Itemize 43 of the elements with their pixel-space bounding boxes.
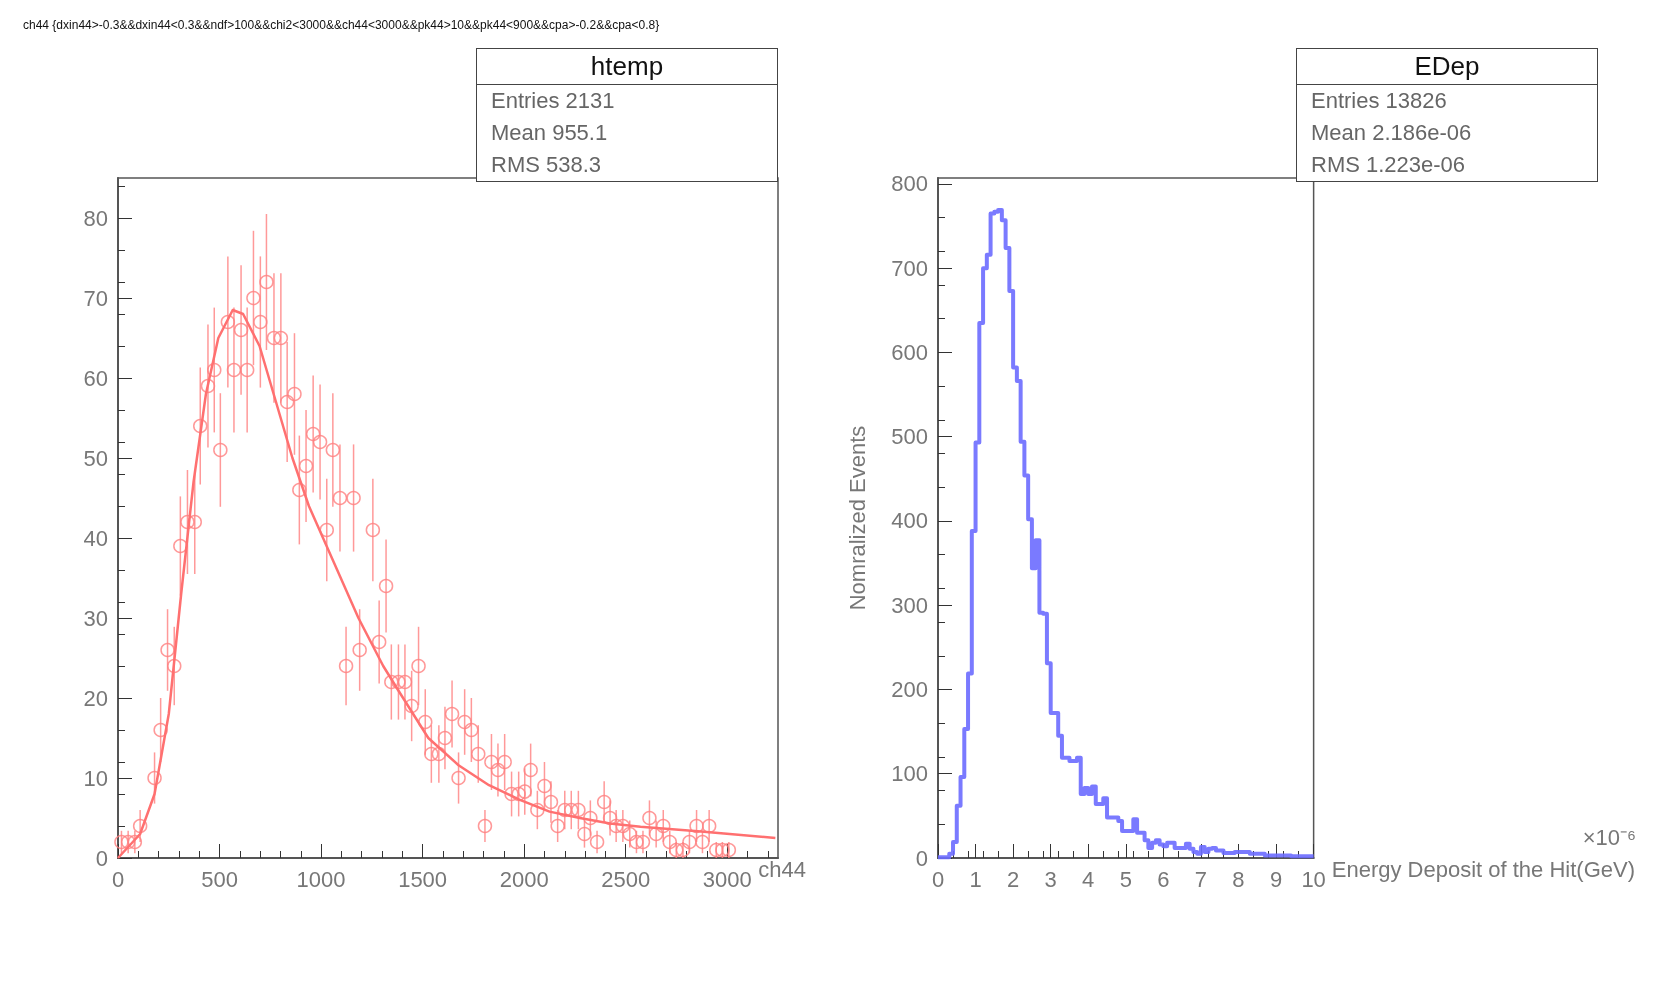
- x-tick-label: 5: [1119, 866, 1132, 892]
- y-tick-label: 0: [915, 845, 928, 871]
- y-tick-label: 600: [891, 339, 928, 365]
- x-tick-label: 6: [1157, 866, 1170, 892]
- y-tick-label: 400: [891, 508, 928, 534]
- y-tick-label: 300: [891, 592, 928, 618]
- x-axis-title: ch44: [758, 856, 806, 882]
- y-tick-label: 80: [83, 205, 108, 231]
- y-tick-label: 800: [891, 171, 928, 197]
- y-tick-label: 100: [891, 761, 928, 787]
- x-tick-label: 3: [1044, 866, 1057, 892]
- x-tick-label: 2500: [601, 866, 651, 892]
- y-tick-label: 200: [891, 676, 928, 702]
- y-tick-label: 10: [83, 765, 108, 791]
- x-tick-label: 7: [1194, 866, 1208, 892]
- y-tick-label: 700: [891, 255, 928, 281]
- x-tick-label: 2000: [499, 866, 549, 892]
- x-tick-label: 0: [111, 866, 125, 892]
- stats-box: EDep Entries 13826 Mean 2.186e-06 RMS 1.223e-06: [1296, 48, 1598, 182]
- x-tick-label: 8: [1232, 866, 1245, 892]
- x-tick-label: 1500: [398, 866, 448, 892]
- x-tick-label: 10: [1301, 866, 1326, 892]
- x-tick-label: 2: [1007, 866, 1020, 892]
- y-tick-label: 0: [95, 845, 108, 871]
- x-tick-label: 1: [969, 866, 982, 892]
- text: ×10⁻⁶: [1582, 824, 1636, 850]
- y-tick-label: 40: [83, 525, 108, 551]
- x-tick-label: 9: [1269, 866, 1283, 892]
- x-tick-label: 3000: [702, 866, 752, 892]
- y-axis-title: Nomralized Events: [844, 425, 870, 611]
- x-tick-label: 0: [931, 866, 945, 892]
- y-tick-label: 60: [83, 365, 108, 391]
- x-tick-label: 4: [1082, 866, 1095, 892]
- y-tick-label: 20: [83, 685, 108, 711]
- stats-box: htemp Entries 2131 Mean 955.1 RMS 538.3: [476, 48, 778, 182]
- y-tick-label: 500: [891, 424, 928, 450]
- chart-title: ch44 {dxin44>-0.3&&dxin44<0.3&&ndf>100&&chi2<3000&&ch44<3000&&pk44>10&&pk44<900&&cpa>-0.2&&cpa<0.8}: [23, 18, 660, 32]
- y-tick-label: 50: [83, 445, 108, 471]
- y-tick-label: 70: [83, 285, 108, 311]
- x-tick-label: 1000: [296, 866, 346, 892]
- x-tick-label: 500: [201, 866, 238, 892]
- x-axis-title: Energy Deposit of the Hit(GeV): [1331, 856, 1635, 882]
- y-tick-label: 30: [83, 605, 108, 631]
